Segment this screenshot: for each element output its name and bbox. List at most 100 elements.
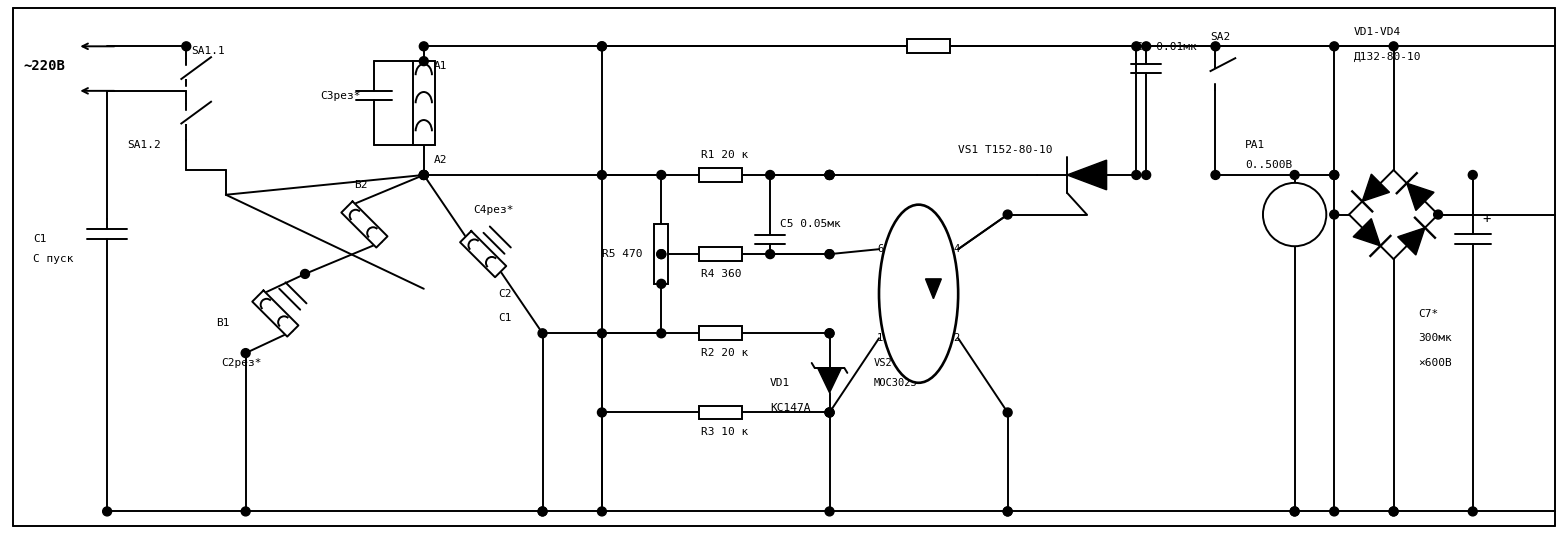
Circle shape xyxy=(419,42,428,51)
Circle shape xyxy=(1290,507,1298,516)
Circle shape xyxy=(825,170,834,179)
Circle shape xyxy=(1389,42,1399,51)
Circle shape xyxy=(301,270,309,278)
Polygon shape xyxy=(1397,227,1425,255)
Circle shape xyxy=(1290,170,1298,179)
Circle shape xyxy=(419,170,428,179)
Circle shape xyxy=(1330,507,1339,516)
Polygon shape xyxy=(817,368,842,392)
Bar xyxy=(654,224,668,284)
Text: B1: B1 xyxy=(216,318,229,328)
Circle shape xyxy=(657,250,666,258)
Text: VS1 Т152-80-10: VS1 Т152-80-10 xyxy=(958,145,1052,155)
Circle shape xyxy=(419,170,428,179)
Circle shape xyxy=(1433,210,1443,219)
Text: C4рез*: C4рез* xyxy=(474,205,514,215)
Circle shape xyxy=(1468,507,1477,516)
Circle shape xyxy=(419,57,428,66)
Circle shape xyxy=(1262,183,1327,246)
Circle shape xyxy=(1004,408,1011,417)
Circle shape xyxy=(102,507,111,516)
Text: R3 10 к: R3 10 к xyxy=(701,427,748,437)
Text: 4: 4 xyxy=(953,244,960,254)
Circle shape xyxy=(657,279,666,288)
Circle shape xyxy=(825,170,834,179)
Polygon shape xyxy=(252,290,298,336)
Circle shape xyxy=(182,42,191,51)
Bar xyxy=(699,405,742,419)
Circle shape xyxy=(825,250,834,258)
Circle shape xyxy=(657,329,666,338)
Text: R5 39: R5 39 xyxy=(909,42,942,52)
Polygon shape xyxy=(1353,218,1380,246)
Polygon shape xyxy=(1363,174,1389,201)
Text: C1: C1 xyxy=(499,313,511,324)
Text: 300мк: 300мк xyxy=(1419,333,1452,343)
Text: Д132-80-10: Д132-80-10 xyxy=(1355,52,1422,62)
Circle shape xyxy=(597,170,607,179)
Text: R2 20 к: R2 20 к xyxy=(701,348,748,358)
Circle shape xyxy=(825,408,834,417)
Bar xyxy=(412,61,434,145)
Text: C3рез*: C3рез* xyxy=(320,91,361,101)
Polygon shape xyxy=(459,231,506,277)
Text: A2: A2 xyxy=(434,155,447,165)
Circle shape xyxy=(1330,170,1339,179)
Text: 6: 6 xyxy=(877,244,883,254)
Circle shape xyxy=(538,507,547,516)
Circle shape xyxy=(1142,42,1151,51)
Circle shape xyxy=(538,329,547,338)
Bar xyxy=(699,247,742,261)
Text: C2рез*: C2рез* xyxy=(221,358,262,368)
Circle shape xyxy=(657,170,666,179)
Circle shape xyxy=(1389,507,1399,516)
Circle shape xyxy=(1210,170,1220,179)
Circle shape xyxy=(419,170,428,179)
Text: C1: C1 xyxy=(33,234,47,244)
Circle shape xyxy=(825,507,834,516)
Text: ~220B: ~220B xyxy=(24,59,64,73)
Ellipse shape xyxy=(880,205,958,383)
Circle shape xyxy=(597,507,607,516)
Circle shape xyxy=(825,329,834,338)
Bar xyxy=(906,40,950,53)
Circle shape xyxy=(597,408,607,417)
Text: R4 360: R4 360 xyxy=(701,269,742,279)
Circle shape xyxy=(657,250,666,258)
Circle shape xyxy=(1142,170,1151,179)
Circle shape xyxy=(765,250,775,258)
Polygon shape xyxy=(1068,160,1107,190)
Text: МОС3023: МОС3023 xyxy=(873,378,917,388)
Text: +: + xyxy=(1483,213,1491,226)
Circle shape xyxy=(597,42,607,51)
Text: C пуск: C пуск xyxy=(33,254,74,264)
Circle shape xyxy=(1389,507,1399,516)
Circle shape xyxy=(1004,507,1011,516)
Text: SA1.2: SA1.2 xyxy=(127,140,160,150)
Text: VD1-VD4: VD1-VD4 xyxy=(1355,27,1402,37)
Circle shape xyxy=(597,42,607,51)
Text: 0..500В: 0..500В xyxy=(1245,160,1292,170)
Circle shape xyxy=(241,349,251,358)
Circle shape xyxy=(1132,170,1142,179)
Text: 1: 1 xyxy=(877,333,883,343)
Circle shape xyxy=(825,250,834,258)
Circle shape xyxy=(597,329,607,338)
Circle shape xyxy=(825,170,834,179)
Circle shape xyxy=(825,408,834,417)
Polygon shape xyxy=(1406,183,1435,210)
Circle shape xyxy=(1004,210,1011,219)
Text: C7*: C7* xyxy=(1419,309,1438,318)
Circle shape xyxy=(1330,210,1339,219)
Circle shape xyxy=(825,329,834,338)
Text: R1 20 к: R1 20 к xyxy=(701,150,748,160)
Text: C6 0.01мк: C6 0.01мк xyxy=(1137,42,1196,52)
Text: ×600В: ×600В xyxy=(1419,358,1452,368)
Circle shape xyxy=(1132,42,1142,51)
Polygon shape xyxy=(342,201,387,248)
Circle shape xyxy=(1330,170,1339,179)
Text: SA2: SA2 xyxy=(1210,33,1231,42)
Circle shape xyxy=(538,507,547,516)
Bar xyxy=(699,326,742,340)
Text: SA1.1: SA1.1 xyxy=(191,46,224,56)
